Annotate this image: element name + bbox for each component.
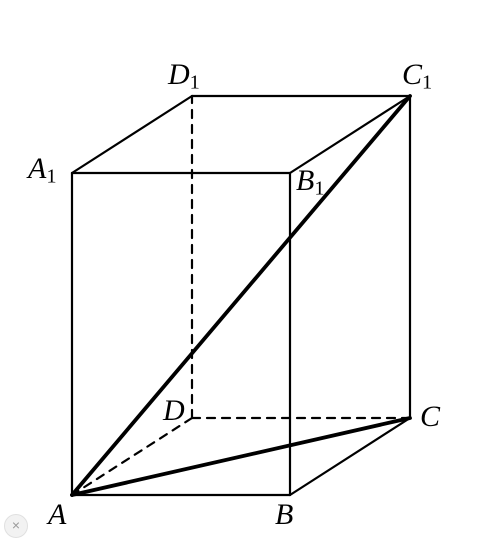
close-icon[interactable]: × <box>4 514 28 538</box>
edge-A-C1 <box>72 96 410 495</box>
prism-diagram <box>0 0 500 542</box>
edge-B1-C1 <box>290 96 410 173</box>
edge-A-C <box>72 418 410 495</box>
edge-D-A <box>72 418 192 495</box>
edge-B-C <box>290 418 410 495</box>
edge-D1-A1 <box>72 96 192 173</box>
